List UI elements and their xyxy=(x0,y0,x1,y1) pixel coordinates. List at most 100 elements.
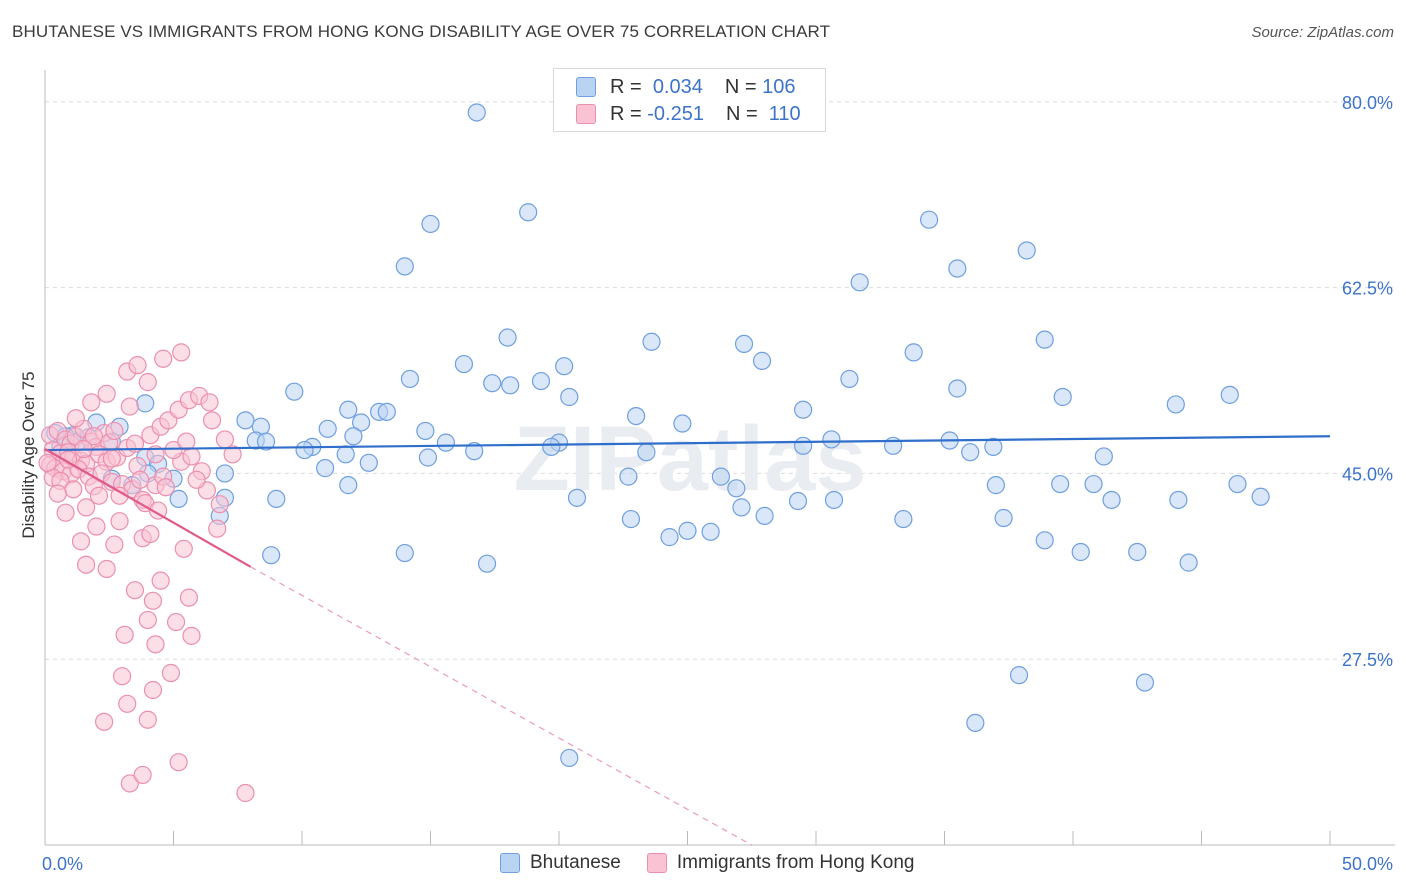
data-point xyxy=(215,464,234,483)
legend-item-bhutanese[interactable]: Bhutanese xyxy=(500,852,621,874)
data-point xyxy=(626,406,646,426)
data-point xyxy=(894,509,913,529)
data-point xyxy=(1017,241,1036,260)
data-point xyxy=(1094,447,1113,466)
legend-swatch-bhutanese xyxy=(576,77,596,97)
data-point xyxy=(400,369,420,389)
data-point xyxy=(642,332,661,351)
data-point xyxy=(112,667,132,686)
data-point xyxy=(1035,330,1054,349)
y-tick-label: 80.0% xyxy=(1342,93,1393,113)
data-point xyxy=(1071,542,1090,562)
data-point xyxy=(56,503,75,522)
data-point xyxy=(1220,385,1239,404)
data-point xyxy=(164,440,183,460)
legend-swatch-hong-kong xyxy=(646,853,667,873)
data-point xyxy=(483,374,502,393)
data-point xyxy=(236,783,255,803)
data-point xyxy=(919,210,939,229)
data-point xyxy=(418,448,438,467)
legend-n-value: 110 xyxy=(768,102,801,125)
data-point xyxy=(138,710,157,729)
data-point xyxy=(89,486,109,505)
data-point xyxy=(498,328,517,347)
data-point xyxy=(467,103,486,122)
data-point xyxy=(66,409,85,428)
y-tick-label: 62.5% xyxy=(1342,279,1393,299)
data-point xyxy=(984,437,1003,456)
data-point xyxy=(948,259,967,278)
legend-item-hong-kong[interactable]: Immigrants from Hong Kong xyxy=(646,852,915,874)
data-point xyxy=(339,476,358,495)
trend-line xyxy=(44,448,252,568)
data-point xyxy=(1228,474,1247,494)
data-point xyxy=(161,663,181,683)
data-point xyxy=(637,443,656,462)
data-point xyxy=(182,626,201,645)
data-point xyxy=(701,522,720,541)
data-point xyxy=(138,373,157,392)
data-point xyxy=(824,490,844,510)
data-point xyxy=(143,680,163,700)
legend-n-label: N = xyxy=(725,102,758,125)
data-point xyxy=(678,521,697,540)
x-tick-label: 50.0% xyxy=(1342,854,1393,874)
data-point xyxy=(621,509,641,529)
data-point xyxy=(1166,395,1185,414)
data-point xyxy=(169,489,188,509)
data-point xyxy=(660,528,679,547)
data-point xyxy=(352,413,371,432)
data-point xyxy=(285,382,304,401)
data-point xyxy=(262,546,281,565)
data-point xyxy=(133,765,152,785)
data-point xyxy=(77,498,96,517)
data-point xyxy=(318,419,337,438)
data-point xyxy=(105,421,124,441)
data-point xyxy=(711,467,731,486)
data-point xyxy=(794,400,813,419)
legend-r-value: 0.034 xyxy=(652,75,703,98)
legend-row-bhutanese: R = 0.034 N = 106 xyxy=(576,74,796,100)
data-point xyxy=(125,581,145,600)
data-point xyxy=(48,484,67,503)
series-legend: Bhutanese Immigrants from Hong Kong xyxy=(500,852,940,874)
legend-r-label: R = xyxy=(610,102,642,125)
axis-ticks: 80.0% 62.5% 45.0% 27.5% 0.0% 50.0% xyxy=(42,93,1393,874)
data-point xyxy=(1128,542,1147,562)
data-point xyxy=(501,376,520,395)
y-axis-label: Disability Age Over 75 xyxy=(19,371,38,538)
data-point xyxy=(236,411,255,430)
data-point xyxy=(416,421,435,441)
data-point xyxy=(202,411,222,430)
legend-label-bhutanese: Bhutanese xyxy=(530,852,621,873)
data-point xyxy=(1035,531,1054,550)
data-point xyxy=(1135,673,1155,692)
chart-title: BHUTANESE VS IMMIGRANTS FROM HONG KONG D… xyxy=(12,22,831,41)
legend-label-hong-kong: Immigrants from Hong Kong xyxy=(676,852,915,873)
data-point xyxy=(1251,487,1270,506)
data-point xyxy=(788,491,808,511)
data-point xyxy=(732,498,751,517)
trend-line-extension xyxy=(250,566,753,846)
legend-n-value: 106 xyxy=(762,75,796,98)
data-point xyxy=(105,535,124,554)
data-point xyxy=(395,543,414,563)
data-point xyxy=(904,343,923,362)
data-point xyxy=(177,432,196,451)
data-point xyxy=(542,437,561,456)
data-point xyxy=(961,443,980,462)
data-point xyxy=(95,712,114,731)
data-point xyxy=(223,445,242,464)
legend-swatch-hong-kong xyxy=(576,104,596,124)
data-point xyxy=(1051,474,1070,494)
correlation-legend: R = 0.034 N = 106 R = -0.251 N = 110 xyxy=(553,68,826,132)
data-point xyxy=(454,354,474,374)
data-point xyxy=(1084,474,1103,494)
data-point xyxy=(734,334,754,354)
data-point xyxy=(567,488,587,507)
data-point xyxy=(166,612,186,632)
data-point xyxy=(1102,490,1121,510)
data-point xyxy=(115,625,134,644)
data-point xyxy=(102,449,121,468)
data-point xyxy=(295,440,314,460)
